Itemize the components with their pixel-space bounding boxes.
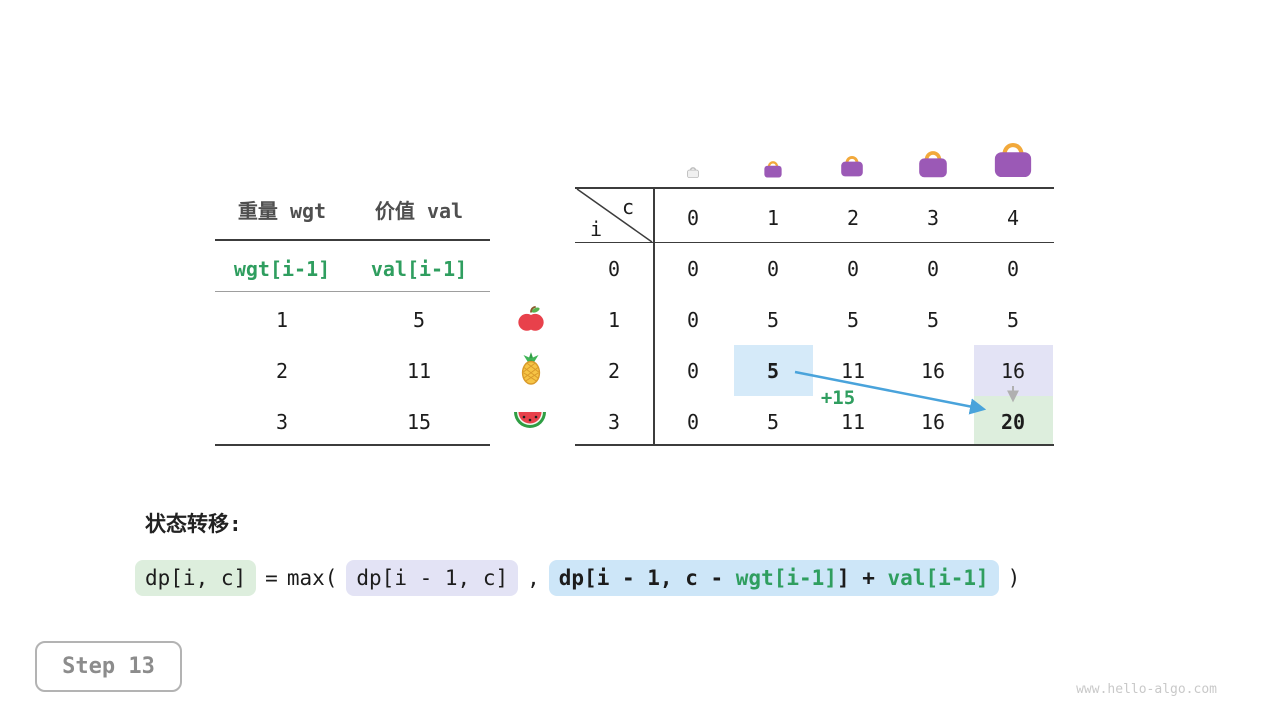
step-label: Step 13	[62, 654, 155, 679]
formula-lhs-chip: dp[i, c]	[135, 560, 257, 596]
value-column-header: 价值 val	[374, 199, 464, 223]
arg2-wgt-term: wgt[i-1]	[735, 566, 837, 590]
bag-capacity-2-icon	[841, 156, 863, 177]
dp-table-vertical-divider	[653, 187, 655, 446]
apple-icon	[518, 305, 544, 331]
dp-cell-result: 20	[1000, 410, 1026, 434]
corner-col-var: c	[621, 195, 635, 219]
value-cell: 11	[406, 359, 432, 383]
dp-cell: 5	[766, 308, 780, 332]
comma-separator: ,	[527, 566, 540, 590]
dp-cell: 11	[840, 359, 866, 383]
dp-table-bottom-border	[575, 444, 1054, 446]
dp-cell-source: 5	[766, 359, 780, 383]
left-table-mid-divider	[215, 291, 490, 292]
dp-cell: 11	[840, 410, 866, 434]
dp-cell: 16	[920, 410, 946, 434]
dp-cell-carry: 16	[1000, 359, 1026, 383]
equals-sign: =	[265, 566, 278, 590]
pineapple-icon	[521, 352, 541, 385]
weight-cell: 1	[275, 308, 289, 332]
dp-row-header: 0	[607, 257, 621, 281]
watermelon-icon	[514, 412, 546, 428]
dp-cell: 0	[686, 359, 700, 383]
dp-row-header: 3	[607, 410, 621, 434]
dp-cell: 5	[766, 410, 780, 434]
site-watermark: www.hello-algo.com	[1076, 682, 1217, 697]
close-paren: )	[1007, 566, 1021, 590]
bag-capacity-3-icon	[919, 151, 947, 178]
arg2-val-term: val[i-1]	[887, 566, 989, 590]
left-table-top-divider	[215, 239, 490, 241]
formula-arg2-chip: dp[i - 1, c - wgt[i-1]] + val[i-1]	[548, 560, 999, 596]
weight-column-header: 重量 wgt	[237, 199, 327, 223]
bag-capacity-0-icon	[687, 167, 699, 178]
dp-col-header: 4	[1006, 206, 1020, 230]
dp-cell: 0	[846, 257, 860, 281]
dp-cell: 0	[1006, 257, 1020, 281]
dp-cell: 5	[1006, 308, 1020, 332]
dp-row-header: 1	[607, 308, 621, 332]
dp-cell: 0	[766, 257, 780, 281]
val-formula-cell: val[i-1]	[370, 257, 468, 281]
dp-cell: 5	[846, 308, 860, 332]
formula-arg1-chip: dp[i - 1, c]	[346, 560, 519, 596]
highlight-result-cell	[974, 396, 1053, 444]
dp-cell: 5	[926, 308, 940, 332]
bag-capacity-1-icon	[764, 161, 782, 178]
max-open: max(	[286, 566, 338, 590]
value-cell: 5	[412, 308, 426, 332]
arg2-mid: ] +	[836, 566, 888, 590]
weight-cell: 2	[275, 359, 289, 383]
step-counter-badge: Step 13	[35, 641, 182, 692]
corner-row-var: i	[589, 217, 603, 241]
dp-cell: 16	[920, 359, 946, 383]
dp-col-header: 3	[926, 206, 940, 230]
state-transition-formula: dp[i, c] = max( dp[i - 1, c] , dp[i - 1,…	[135, 560, 1020, 596]
dp-col-header: 2	[846, 206, 860, 230]
bag-capacity-4-icon	[994, 143, 1032, 178]
plus-value-annotation: +15	[820, 387, 856, 409]
arg2-prefix: dp[i - 1, c -	[558, 566, 736, 590]
weight-cell: 3	[275, 410, 289, 434]
value-cell: 15	[406, 410, 432, 434]
dp-cell: 0	[686, 257, 700, 281]
dp-cell: 0	[686, 410, 700, 434]
wgt-formula-cell: wgt[i-1]	[233, 257, 331, 281]
left-table-bottom-divider	[215, 444, 490, 446]
dp-row-header: 2	[607, 359, 621, 383]
dp-cell: 0	[686, 308, 700, 332]
dp-table-top-border	[575, 187, 1054, 189]
dp-col-header: 1	[766, 206, 780, 230]
dp-col-header: 0	[686, 206, 700, 230]
state-transition-title: 状态转移:	[145, 512, 242, 536]
dp-cell: 0	[926, 257, 940, 281]
dp-table-header-divider	[575, 242, 1054, 243]
